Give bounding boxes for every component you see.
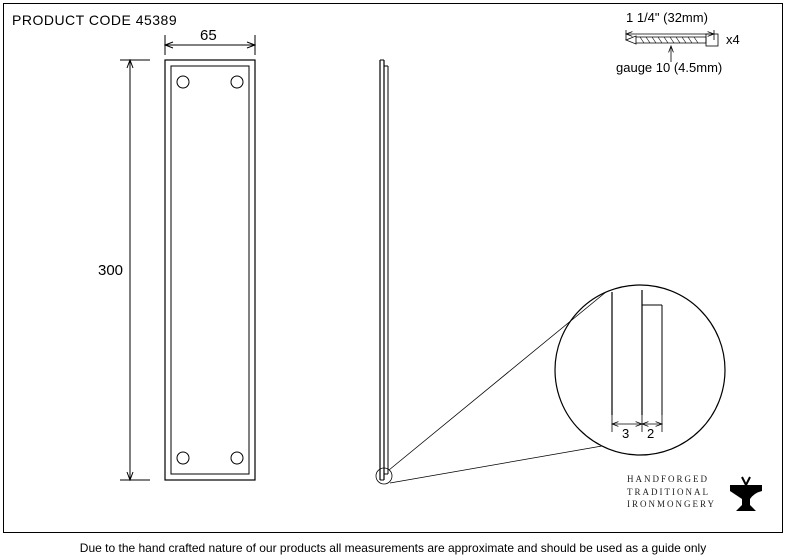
detail-dim-right: 2 <box>647 426 654 441</box>
footer-note: Due to the hand crafted nature of our pr… <box>0 541 786 555</box>
width-dimension: 65 <box>165 27 255 55</box>
screw-gauge-label: gauge 10 (4.5mm) <box>616 60 722 75</box>
anvil-logo-icon <box>724 473 768 517</box>
detail-dim-left: 3 <box>622 426 629 441</box>
side-view <box>376 60 392 484</box>
height-dimension: 300 <box>98 60 150 480</box>
technical-drawing: 65 300 <box>0 0 786 533</box>
brand-text: HANDFORGED TRADITIONAL IRONMONGERY <box>627 473 716 511</box>
detail-view: 3 2 <box>389 285 725 483</box>
brand-line1: HANDFORGED <box>627 473 716 486</box>
screw-length-label: 1 1/4" (32mm) <box>626 10 708 25</box>
width-value: 65 <box>200 27 217 44</box>
brand-line2: TRADITIONAL <box>627 486 716 499</box>
front-view <box>165 60 255 480</box>
brand-line3: IRONMONGERY <box>627 498 716 511</box>
screw-qty: x4 <box>726 32 740 47</box>
height-value: 300 <box>98 262 123 279</box>
